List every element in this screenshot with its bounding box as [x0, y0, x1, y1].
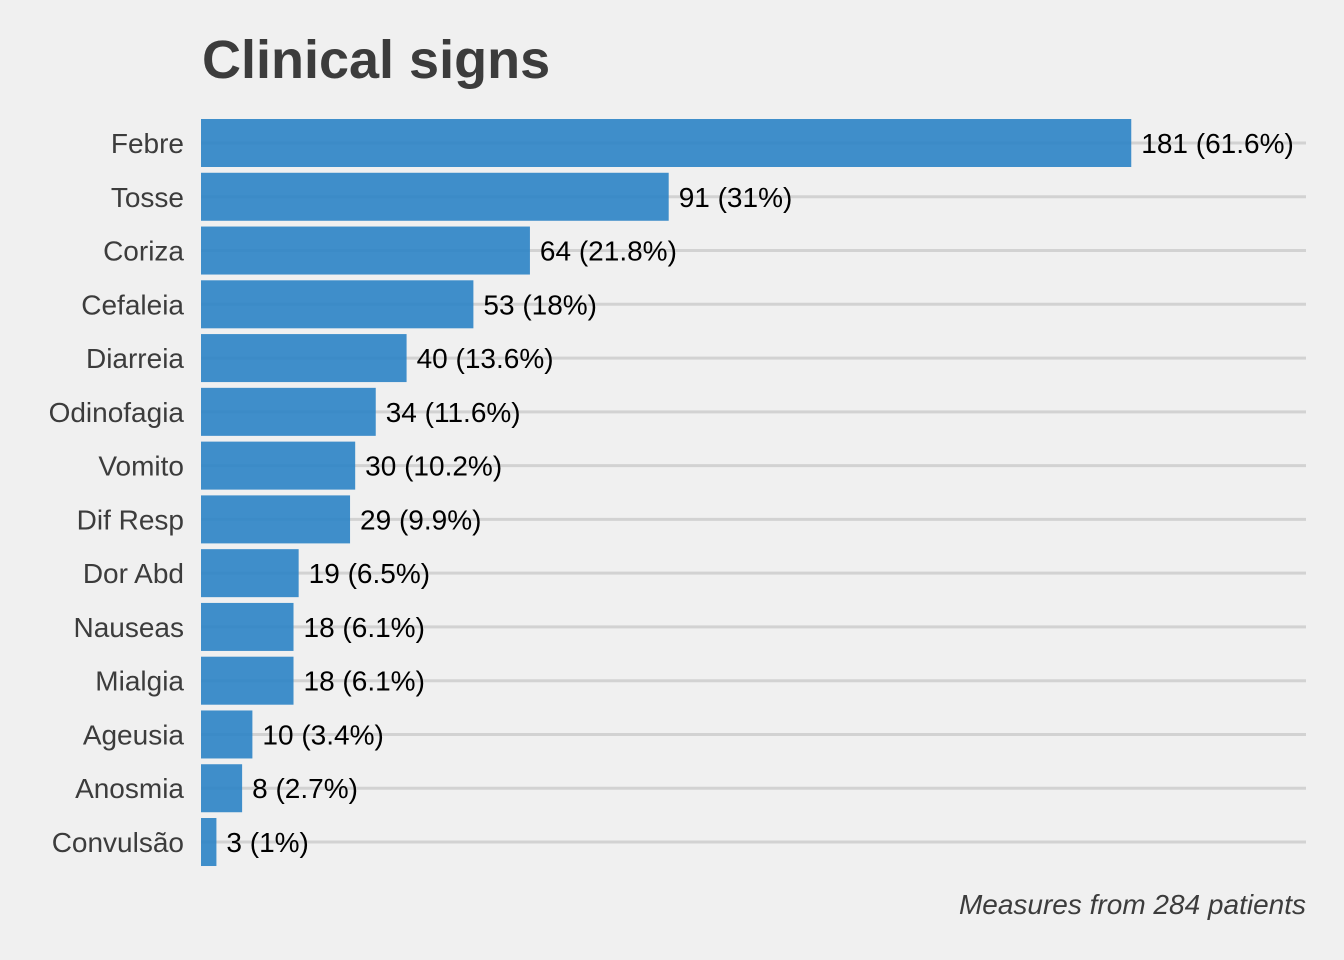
- data-label-cefaleia: 53 (18%): [483, 289, 597, 320]
- data-label-ageusia: 10 (3.4%): [262, 719, 383, 750]
- data-label-dif-resp: 29 (9.9%): [360, 504, 481, 535]
- data-label-coriza: 64 (21.8%): [540, 236, 677, 267]
- bar-dif-resp: [201, 495, 351, 544]
- data-label-anosmia: 8 (2.7%): [252, 773, 358, 804]
- data-label-odinofagia: 34 (11.6%): [386, 397, 521, 428]
- data-label-vomito: 30 (10.2%): [365, 451, 502, 482]
- bar-dor-abd: [201, 549, 299, 598]
- data-label-convulsao: 3 (1%): [226, 827, 308, 858]
- category-label-dif-resp: Dif Resp: [77, 504, 184, 535]
- bar-nauseas: [201, 602, 294, 651]
- category-label-nauseas: Nauseas: [73, 612, 184, 643]
- bar-anosmia: [201, 764, 243, 813]
- bar-cefaleia: [201, 280, 474, 329]
- data-label-febre: 181 (61.6%): [1141, 128, 1294, 159]
- data-label-diarreia: 40 (13.6%): [417, 343, 554, 374]
- bar-coriza: [201, 226, 530, 275]
- bar-odinofagia: [201, 387, 376, 436]
- data-label-mialgia: 18 (6.1%): [304, 666, 425, 697]
- data-label-tosse: 91 (31%): [679, 182, 793, 213]
- category-label-cefaleia: Cefaleia: [81, 289, 184, 320]
- bar-diarreia: [201, 334, 407, 383]
- data-label-nauseas: 18 (6.1%): [304, 612, 425, 643]
- bar-ageusia: [201, 710, 253, 759]
- category-label-mialgia: Mialgia: [95, 666, 184, 697]
- category-label-febre: Febre: [111, 128, 184, 159]
- bar-tosse: [201, 172, 669, 221]
- chart-caption: Measures from 284 patients: [959, 889, 1306, 920]
- bar-convulsao: [201, 818, 217, 867]
- bar-mialgia: [201, 656, 294, 705]
- data-label-dor-abd: 19 (6.5%): [309, 558, 430, 589]
- bars: [201, 119, 1132, 867]
- category-label-odinofagia: Odinofagia: [49, 397, 185, 428]
- category-label-anosmia: Anosmia: [75, 773, 184, 804]
- category-labels: Febre Tosse Coriza Cefaleia Diarreia Odinofag…: [49, 128, 185, 858]
- category-label-tosse: Tosse: [111, 182, 184, 213]
- chart-title: Clinical signs: [202, 30, 550, 90]
- category-label-vomito: Vomito: [98, 451, 184, 482]
- bar-vomito: [201, 441, 356, 490]
- category-label-dor-abd: Dor Abd: [83, 558, 184, 589]
- category-label-coriza: Coriza: [103, 236, 184, 267]
- category-label-diarreia: Diarreia: [86, 343, 184, 374]
- category-label-convulsao: Convulsão: [52, 827, 184, 858]
- category-label-ageusia: Ageusia: [83, 719, 185, 750]
- bar-febre: [201, 119, 1132, 167]
- data-labels: 181 (61.6%) 91 (31%)64 (21.8%) 53 (18%) 40 …: [226, 128, 1293, 858]
